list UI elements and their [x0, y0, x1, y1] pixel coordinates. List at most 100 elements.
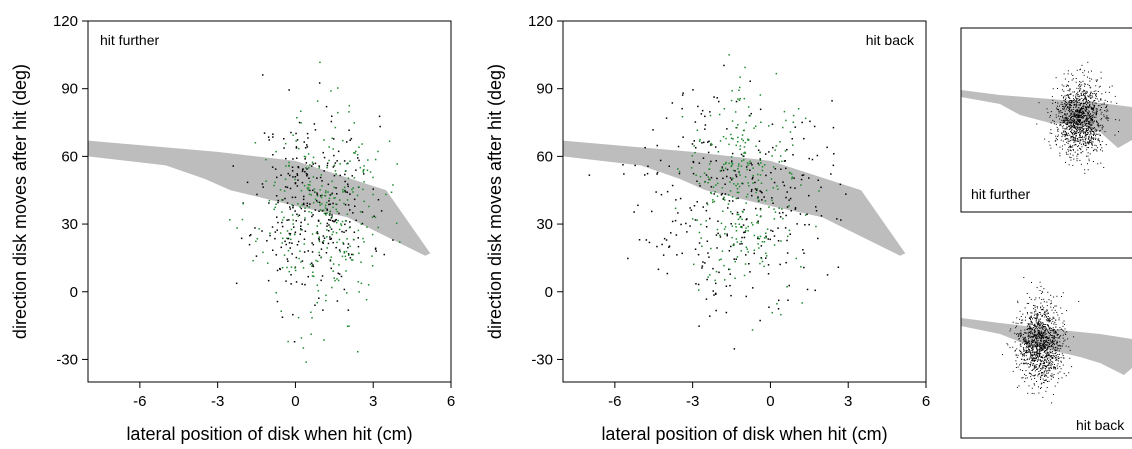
data-point — [1046, 357, 1048, 359]
data-point — [1047, 352, 1049, 354]
data-point — [281, 221, 283, 224]
data-point — [335, 246, 337, 249]
data-point — [1067, 135, 1069, 137]
data-point — [1055, 331, 1057, 333]
data-point — [1067, 70, 1069, 72]
data-point — [318, 165, 320, 167]
data-point — [1093, 116, 1095, 118]
data-point — [1082, 117, 1084, 119]
data-point — [1071, 73, 1073, 75]
data-point — [1086, 92, 1088, 94]
data-point — [356, 194, 359, 197]
data-point — [722, 169, 725, 172]
data-point — [1084, 122, 1086, 124]
data-point — [735, 144, 737, 147]
data-point — [1062, 106, 1064, 107]
data-point — [1059, 327, 1061, 329]
data-point — [1046, 301, 1048, 303]
data-point — [1093, 106, 1095, 108]
data-point — [1030, 337, 1032, 339]
data-point — [371, 216, 374, 218]
data-point — [1064, 128, 1066, 130]
data-point — [1030, 357, 1032, 359]
data-point — [1090, 93, 1092, 94]
data-point — [1076, 112, 1078, 114]
data-point — [1095, 137, 1097, 139]
data-point — [1061, 95, 1063, 97]
data-point — [1049, 303, 1051, 305]
data-point — [1055, 143, 1057, 145]
data-point — [1088, 124, 1090, 126]
data-point — [679, 197, 682, 200]
data-point — [1032, 318, 1033, 320]
data-point — [1084, 141, 1086, 143]
data-point — [1076, 110, 1078, 112]
data-point — [1049, 356, 1051, 358]
data-point — [765, 153, 767, 155]
data-point — [712, 186, 715, 188]
data-point — [1082, 138, 1084, 140]
data-point — [1073, 141, 1075, 143]
data-point — [739, 243, 741, 245]
data-point — [755, 125, 757, 127]
data-point — [1034, 331, 1036, 333]
data-point — [351, 188, 353, 191]
data-point — [756, 188, 758, 190]
data-point — [1040, 345, 1042, 347]
data-point — [1026, 349, 1027, 351]
data-point — [319, 195, 322, 197]
data-point — [314, 198, 317, 200]
data-point — [772, 146, 774, 149]
data-point — [1041, 367, 1043, 369]
data-point — [310, 333, 312, 335]
data-point — [738, 171, 740, 174]
data-point — [1077, 138, 1079, 140]
data-point — [680, 223, 682, 226]
data-point — [699, 138, 701, 141]
data-point — [1030, 341, 1032, 343]
data-point — [1048, 363, 1050, 365]
data-point — [1068, 102, 1070, 104]
data-point — [1041, 357, 1043, 358]
data-point — [804, 224, 806, 226]
data-point — [1089, 153, 1091, 155]
data-point — [1049, 370, 1051, 372]
y-tick-label: 60 — [61, 148, 78, 165]
data-point — [283, 216, 285, 219]
data-point — [302, 202, 305, 205]
data-point — [1071, 109, 1073, 111]
data-point — [1032, 365, 1034, 366]
data-point — [1036, 354, 1038, 356]
data-point — [803, 252, 805, 254]
data-point — [1062, 116, 1063, 118]
data-point — [1106, 101, 1108, 103]
data-point — [1088, 85, 1090, 86]
data-point — [1074, 99, 1076, 101]
data-point — [1077, 149, 1079, 151]
data-point — [1076, 104, 1078, 105]
data-point — [1024, 343, 1025, 345]
data-point — [759, 209, 762, 211]
data-point — [1031, 349, 1033, 351]
data-point — [1082, 136, 1084, 138]
data-point — [1081, 130, 1083, 132]
data-point — [1068, 97, 1070, 99]
data-point — [1042, 357, 1044, 359]
data-point — [1078, 90, 1080, 92]
data-point — [1034, 357, 1036, 359]
data-point — [329, 219, 332, 221]
data-point — [1071, 105, 1072, 107]
data-point — [1038, 386, 1039, 388]
data-point — [1064, 133, 1066, 135]
data-point — [355, 219, 357, 222]
data-point — [760, 191, 763, 193]
data-point — [715, 234, 718, 236]
data-point — [1066, 153, 1067, 155]
data-point — [1079, 147, 1081, 149]
data-point — [1034, 367, 1036, 369]
data-point — [1101, 128, 1103, 130]
data-point — [281, 225, 284, 228]
data-point — [332, 202, 334, 205]
data-point — [1022, 362, 1024, 364]
data-point — [1028, 349, 1030, 350]
